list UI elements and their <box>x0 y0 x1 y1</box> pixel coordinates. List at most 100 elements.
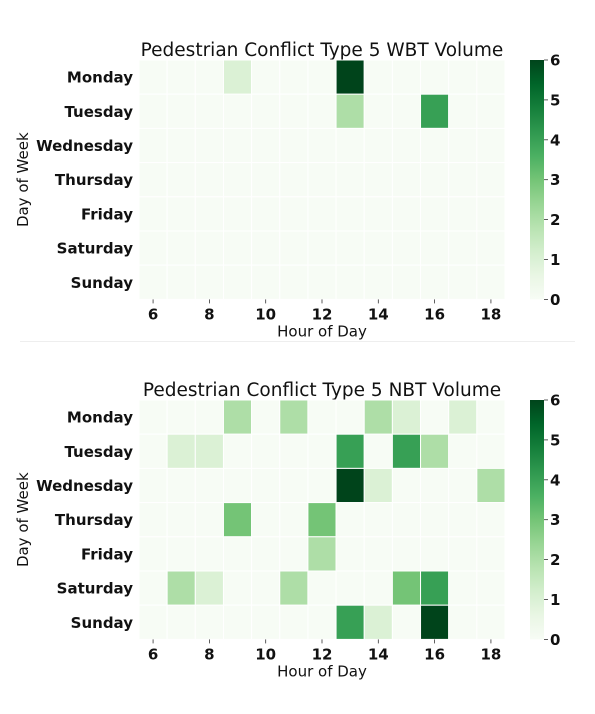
panel1-y-tick-label: Friday <box>81 205 133 223</box>
panel1-y-tick-label: Wednesday <box>36 137 133 155</box>
panel1-heatmap-cell <box>363 264 393 300</box>
panel1-heatmap-cell <box>363 59 393 95</box>
panel2-heatmap-cell <box>251 536 281 572</box>
panel1-heatmap-cell <box>251 230 281 266</box>
panel2-heatmap-cell <box>279 502 309 538</box>
panel2-heatmap-cell <box>194 502 224 538</box>
panel2-heatmap-cell <box>476 604 506 640</box>
panel2-heatmap-cell <box>420 570 450 606</box>
panel1-heatmap-cell <box>476 93 506 129</box>
panel1-heatmap-cell <box>363 93 393 129</box>
panel1-heatmap-cell <box>448 127 478 164</box>
panel2-heatmap-cell <box>363 536 393 572</box>
panel2-heatmap-cell <box>335 467 365 504</box>
panel1-colorbar-tick-label: 3 <box>550 171 560 189</box>
panel2-heatmap-cell <box>476 570 506 606</box>
panel2-heatmap-cell <box>420 433 450 469</box>
panel1-heatmap-cell <box>448 196 478 232</box>
panel2-heatmap-cell <box>138 570 168 606</box>
panel2-heatmap-cell <box>476 467 506 504</box>
panel2-heatmap-cell <box>194 399 224 435</box>
panel2-heatmap-cell <box>166 502 196 538</box>
panel2-heatmap-cell <box>222 433 253 469</box>
panel1-heatmap-cell <box>166 264 196 300</box>
panel2-heatmap-cell <box>251 604 281 640</box>
panel2-heatmap-cell <box>166 467 196 504</box>
panel2-heatmap-cell <box>335 536 365 572</box>
panel2-heatmap-cell <box>363 502 393 538</box>
panel1-heatmap-cell <box>420 59 450 95</box>
panel2-heatmap-cell <box>138 502 168 538</box>
panel1-heatmap-cell <box>335 264 365 300</box>
panel2-heatmap-cell <box>222 399 253 435</box>
panel1-heatmap-cell <box>307 93 337 129</box>
panel1-heatmap-cell <box>138 264 168 300</box>
panel2-heatmap-cell <box>222 536 253 572</box>
panel2-heatmap-cell <box>476 399 506 435</box>
panel1-heatmap-cell <box>138 162 168 198</box>
panel2-heatmap-cell <box>391 604 422 640</box>
panel1-heatmap-cell <box>222 264 253 300</box>
panel2-heatmap-cell <box>363 433 393 469</box>
panel1-heatmap-cell <box>279 230 309 266</box>
panel2-heatmap-cell <box>138 536 168 572</box>
panel2-heatmap-cell <box>222 570 253 606</box>
panel2-heatmap-cell <box>222 502 253 538</box>
panel1-x-axis-label: Hour of Day <box>277 322 367 340</box>
panel1-heatmap-cell <box>194 196 224 232</box>
panel2-heatmap-cell <box>335 399 365 435</box>
panel1-heatmap-cell <box>222 196 253 232</box>
panel2-colorbar-tick-label: 0 <box>550 631 560 649</box>
panel2-title: Pedestrian Conflict Type 5 NBT Volume <box>143 380 501 401</box>
panel2-heatmap-cell <box>307 536 337 572</box>
panel2-heatmap-cell <box>279 604 309 640</box>
panel2-heatmap-cell <box>194 604 224 640</box>
panel1-heatmap-cell <box>138 230 168 266</box>
panel2-heatmap-cell <box>476 502 506 538</box>
panel2-heatmap-cell <box>420 536 450 572</box>
panel2-y-tick-label: Thursday <box>55 511 133 529</box>
panel1-heatmap-cell <box>222 162 253 198</box>
panel1-heatmap-cell <box>166 59 196 95</box>
panel2-x-tick-label: 10 <box>255 645 276 663</box>
panel2-colorbar-tick-label: 4 <box>550 471 560 489</box>
panel2-heatmap-cell <box>476 433 506 469</box>
panel2-heatmap-cell <box>251 502 281 538</box>
panel2-heatmap-cell <box>420 467 450 504</box>
panel1-heatmap-cell <box>251 196 281 232</box>
panel1-heatmap-cell <box>391 196 422 232</box>
panel1-heatmap-cell <box>363 196 393 232</box>
panel2-heatmap-cell <box>448 570 478 606</box>
panel2-colorbar <box>530 400 544 640</box>
panel1-y-tick-label: Saturday <box>57 240 134 258</box>
panel1-heatmap-cell <box>251 127 281 164</box>
panel1-heatmap-cell <box>194 59 224 95</box>
panel1-heatmap-cell <box>335 230 365 266</box>
panel2-y-tick-label: Sunday <box>71 614 134 632</box>
panel2-colorbar-tick-label: 6 <box>550 392 560 410</box>
panel2-heatmap-cell <box>391 502 422 538</box>
panel1-heatmap-cell <box>335 59 365 95</box>
panel1-heatmap-cell <box>307 59 337 95</box>
panel1-heatmap-cell <box>448 93 478 129</box>
panel2-heatmap-cell <box>251 570 281 606</box>
panel2-heatmap-cell <box>391 399 422 435</box>
panel1-heatmap-cell <box>194 162 224 198</box>
panel1-x-tick-label: 16 <box>424 305 445 323</box>
panel1-heatmap-cell <box>476 264 506 300</box>
panel2-x-tick-label: 18 <box>480 645 501 663</box>
panel1-heatmap-cell <box>279 196 309 232</box>
panel1-colorbar-tick-label: 2 <box>550 211 560 229</box>
panel1-heatmap-cell <box>307 162 337 198</box>
panel1-y-tick-label: Thursday <box>55 171 133 189</box>
panel2-colorbar-tick-label: 1 <box>550 591 560 609</box>
panel2-heatmap-cell <box>391 467 422 504</box>
panel2-heatmap-cell <box>279 467 309 504</box>
panel1-heatmap-cell <box>391 230 422 266</box>
panel1-colorbar-tick-label: 5 <box>550 91 560 109</box>
panel1-heatmap-cell <box>420 93 450 129</box>
panel2-heatmap-cell <box>335 604 365 640</box>
panel1-colorbar <box>530 60 544 300</box>
panel1-x-tick-label: 14 <box>368 305 389 323</box>
panel1-heatmap-cell <box>222 127 253 164</box>
